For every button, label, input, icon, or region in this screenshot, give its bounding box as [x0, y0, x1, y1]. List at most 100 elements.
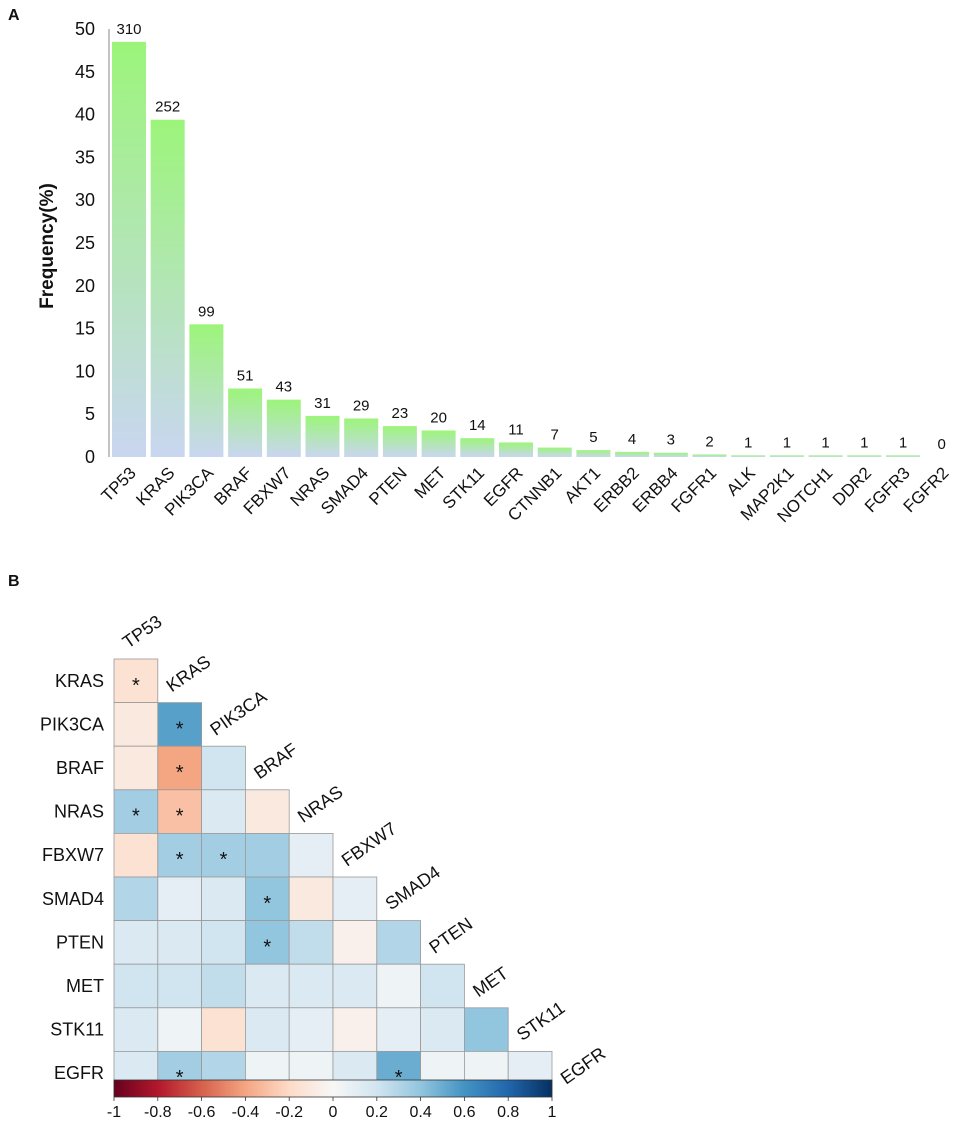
cell-pik3ca-tp53 [113, 702, 159, 747]
cell-braf-pik3ca [201, 745, 246, 791]
bar-value-label: 23 [392, 405, 409, 422]
cell-stk11-nras [288, 1007, 334, 1052]
cell-smad4-kras [157, 876, 203, 921]
y-tick-label: 30 [75, 190, 95, 210]
y-tick-label: 20 [75, 276, 95, 296]
y-tick-label: 15 [75, 319, 95, 339]
cell-smad4-fbxw7 [332, 876, 378, 921]
y-tick-label: 5 [85, 404, 95, 424]
category-label: STK11 [439, 463, 488, 512]
colorbar-tick-label: -1 [107, 1104, 121, 1121]
significance-star: * [176, 718, 184, 740]
bar-egfr [499, 442, 533, 457]
cell-met-kras [157, 963, 203, 1009]
bar-value-label: 0 [938, 436, 946, 453]
diagonal-label-pten: PTEN [425, 914, 476, 958]
diagonal-label-nras: NRAS [294, 782, 346, 827]
bar-value-label: 29 [353, 397, 370, 414]
cell-met-pten [420, 963, 465, 1009]
bar-fbxw7 [266, 399, 301, 457]
row-label-pten: PTEN [56, 932, 104, 952]
row-label-smad4: SMAD4 [42, 889, 104, 909]
colorbar-tick-label: 0.8 [497, 1104, 519, 1121]
row-label-fbxw7: FBXW7 [42, 845, 104, 865]
significance-star: * [176, 849, 184, 871]
cell-smad4-nras [288, 876, 334, 921]
cell-braf-tp53 [113, 745, 159, 791]
row-label-egfr: EGFR [54, 1063, 104, 1083]
bar-fgfr3 [886, 455, 920, 457]
y-tick-label: 25 [75, 233, 95, 253]
row-label-braf: BRAF [56, 758, 104, 778]
colorbar-tick-label: -0.2 [275, 1104, 303, 1121]
cell-fbxw7-braf [244, 833, 290, 878]
bar-value-label: 20 [430, 409, 447, 426]
significance-star: * [176, 806, 184, 828]
cell-met-braf [244, 963, 290, 1009]
y-tick-label: 10 [75, 361, 95, 381]
cell-pten-braf [244, 920, 290, 965]
bar-value-label: 99 [198, 303, 215, 320]
bar-value-label: 1 [821, 434, 829, 451]
bar-pten [382, 426, 417, 457]
significance-star: * [176, 762, 184, 784]
bar-braf [228, 388, 263, 457]
cell-stk11-pik3ca [201, 1007, 246, 1052]
cell-pten-smad4 [376, 920, 421, 965]
cell-met-tp53 [113, 963, 159, 1009]
bar-value-label: 310 [116, 21, 141, 38]
row-label-nras: NRAS [54, 802, 104, 822]
y-axis-label: Frequency(%) [37, 183, 58, 309]
bar-value-label: 51 [237, 368, 254, 385]
cell-fbxw7-nras [288, 833, 334, 878]
cell-kras-tp53 [113, 658, 159, 703]
row-label-stk11: STK11 [50, 1020, 104, 1040]
bar-value-label: 2 [705, 433, 713, 450]
cell-stk11-braf [244, 1007, 290, 1052]
bar-value-label: 1 [899, 434, 907, 451]
bar-value-label: 7 [551, 427, 559, 444]
cell-pten-nras [288, 920, 334, 965]
bar-value-label: 11 [508, 421, 524, 438]
row-label-kras: KRAS [55, 671, 104, 691]
bar-akt1 [576, 450, 611, 457]
bar-alk [731, 455, 766, 457]
cell-smad4-tp53 [113, 876, 159, 921]
cell-smad4-pik3ca [201, 876, 246, 921]
bar-ddr2 [847, 455, 882, 457]
cell-pik3ca-kras [157, 702, 203, 747]
bar-value-label: 1 [744, 434, 752, 451]
cell-met-fbxw7 [332, 963, 378, 1009]
cell-stk11-met [463, 1007, 509, 1052]
diagonal-label-egfr: EGFR [557, 1043, 609, 1088]
diagonal-label-braf: BRAF [250, 739, 301, 783]
diagonal-label-stk11: STK11 [513, 997, 568, 1044]
colorbar-tick-label: -0.4 [232, 1104, 260, 1121]
colorbar-tick-label: -0.8 [144, 1104, 172, 1121]
diagonal-label-met: MET [469, 963, 512, 1001]
cell-nras-pik3ca [201, 789, 246, 834]
bar-kras [150, 119, 185, 458]
cell-stk11-kras [157, 1007, 203, 1052]
bar-value-label: 4 [628, 431, 636, 448]
cell-met-nras [288, 963, 334, 1009]
bar-pik3ca [189, 324, 224, 457]
cell-fbxw7-kras [157, 833, 203, 878]
cell-stk11-pten [420, 1007, 465, 1052]
bar-value-label: 43 [275, 379, 292, 396]
bar-map2k1 [769, 455, 804, 457]
diagonal-label-fbxw7: FBXW7 [338, 818, 400, 870]
cell-fbxw7-tp53 [113, 833, 159, 878]
colorbar-tick-label: 0 [329, 1104, 338, 1121]
cell-met-pik3ca [201, 963, 246, 1009]
bar-value-label: 14 [469, 417, 486, 434]
cell-stk11-fbxw7 [332, 1007, 378, 1052]
cell-nras-braf [244, 789, 290, 834]
cell-stk11-smad4 [376, 1007, 421, 1052]
bar-ctnnb1 [537, 447, 572, 457]
y-tick-label: 45 [75, 62, 95, 82]
panel-label-a: A [8, 7, 20, 24]
bar-value-label: 1 [783, 434, 791, 451]
y-tick-label: 50 [75, 19, 95, 39]
